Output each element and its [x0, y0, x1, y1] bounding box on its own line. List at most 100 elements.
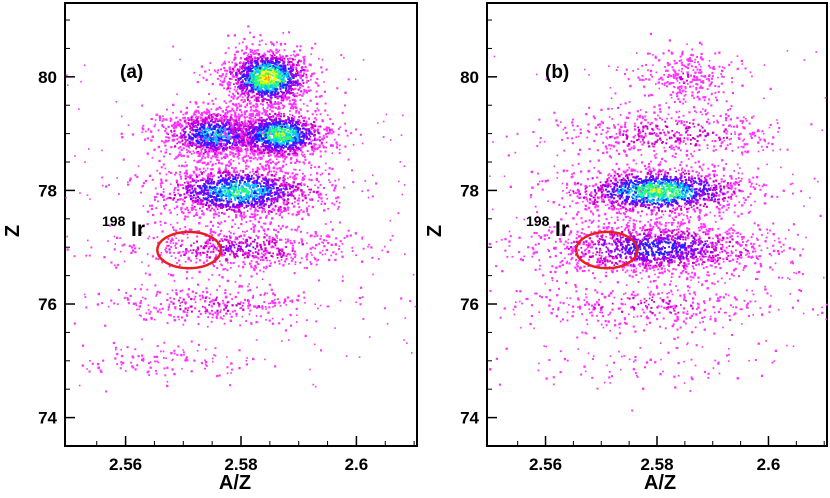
density-point: [269, 67, 272, 70]
density-point: [236, 206, 239, 209]
density-point: [305, 73, 308, 76]
density-point: [285, 184, 288, 186]
density-point: [337, 205, 340, 208]
density-point: [298, 59, 301, 62]
density-point: [246, 76, 248, 79]
density-point: [269, 63, 272, 66]
density-point: [333, 189, 336, 192]
density-point: [295, 158, 298, 161]
density-point: [258, 127, 261, 130]
density-point: [289, 125, 292, 128]
density-point: [299, 45, 302, 48]
density-point: [279, 119, 282, 122]
density-point: [287, 198, 290, 201]
density-point: [252, 118, 255, 121]
density-point: [218, 170, 221, 173]
density-point: [255, 52, 258, 55]
density-point: [220, 137, 222, 140]
density-point: [276, 121, 280, 124]
density-point: [242, 170, 245, 172]
density-point: [234, 146, 237, 148]
density-point: [271, 183, 274, 186]
density-point: [295, 121, 298, 124]
density-point: [206, 189, 209, 192]
density-point: [245, 83, 248, 86]
density-point: [195, 173, 198, 176]
density-point: [286, 74, 289, 76]
density-point: [160, 186, 163, 188]
density-point: [294, 84, 297, 87]
density-point: [291, 121, 294, 124]
density-point: [215, 202, 218, 205]
density-point: [197, 196, 199, 198]
density-point: [231, 144, 233, 147]
density-point: [329, 128, 331, 131]
density-point: [310, 188, 313, 191]
density-point: [235, 181, 238, 184]
density-point: [229, 142, 232, 145]
density-point: [268, 122, 271, 125]
density-point: [220, 75, 223, 78]
density-point: [202, 155, 205, 158]
density-point: [307, 117, 310, 120]
density-point: [233, 75, 236, 78]
density-point: [212, 141, 215, 145]
density-point: [277, 103, 280, 106]
density-point: [258, 200, 261, 203]
density-point: [230, 200, 233, 203]
density-point: [283, 72, 286, 75]
density-point: [252, 132, 254, 134]
density-point: [218, 75, 221, 77]
density-point: [255, 114, 257, 117]
density-point: [306, 150, 309, 152]
density-point: [278, 135, 281, 138]
density-point: [238, 147, 241, 150]
density-point: [200, 126, 203, 129]
density-point: [297, 88, 300, 91]
density-point: [292, 117, 295, 120]
density-point: [308, 198, 311, 201]
density-point: [243, 155, 246, 158]
density-point: [252, 168, 254, 171]
density-point: [294, 87, 297, 90]
density-point: [186, 172, 188, 174]
density-point: [250, 126, 253, 129]
density-point: [308, 205, 310, 207]
density-point: [164, 151, 167, 154]
density-point: [272, 42, 275, 45]
density-point: [296, 199, 299, 202]
density-point: [241, 128, 244, 131]
density-point: [241, 190, 244, 193]
density-point: [254, 80, 257, 83]
density-point: [247, 142, 250, 145]
density-point: [224, 204, 227, 207]
density-point: [304, 128, 307, 131]
density-point: [276, 88, 279, 91]
density-point: [232, 148, 235, 151]
density-point: [249, 65, 252, 68]
density-point: [227, 105, 230, 108]
density-point: [196, 214, 199, 216]
density-point: [242, 171, 245, 173]
density-point: [264, 124, 267, 127]
density-point: [210, 195, 213, 198]
density-point: [262, 84, 265, 87]
density-point: [314, 166, 316, 168]
density-point: [309, 153, 312, 156]
density-point: [178, 173, 181, 176]
density-point: [193, 119, 195, 121]
density-point: [280, 78, 283, 81]
density-point: [273, 67, 276, 70]
density-point: [249, 177, 251, 180]
density-point: [305, 136, 308, 139]
density-point: [205, 185, 208, 188]
density-point: [268, 149, 271, 152]
density-point: [224, 167, 227, 170]
density-point: [195, 102, 198, 105]
density-point: [150, 139, 153, 142]
density-point: [214, 97, 217, 100]
density-point: [293, 50, 296, 53]
density-point: [250, 205, 253, 208]
density-point: [262, 103, 264, 106]
density-point: [213, 189, 216, 192]
